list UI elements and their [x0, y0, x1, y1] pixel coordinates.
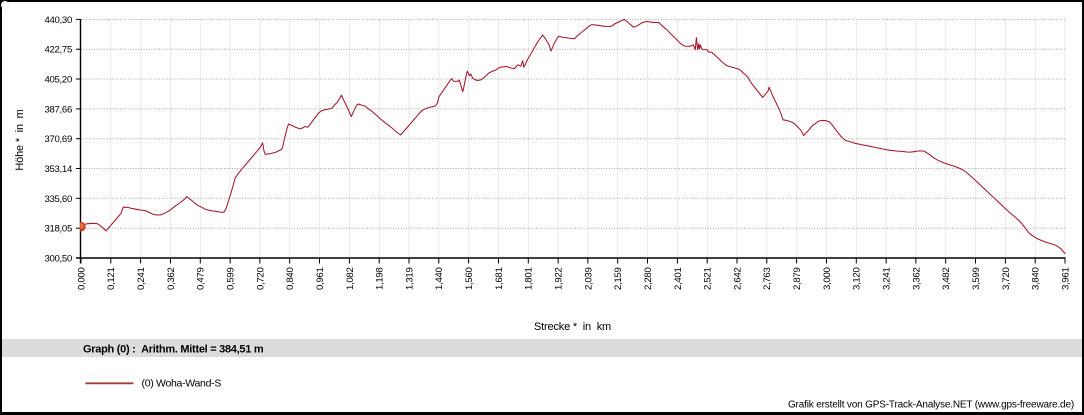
svg-text:3,362: 3,362	[911, 267, 922, 290]
svg-text:0,000: 0,000	[76, 267, 87, 290]
svg-text:(0) Woha-Wand-S: (0) Woha-Wand-S	[142, 377, 222, 389]
svg-text:318,05: 318,05	[44, 224, 72, 235]
svg-text:3,241: 3,241	[882, 267, 893, 290]
svg-text:370,69: 370,69	[44, 134, 72, 145]
svg-text:0,599: 0,599	[226, 267, 237, 290]
svg-text:0,479: 0,479	[196, 267, 207, 290]
svg-text:1,801: 1,801	[524, 267, 535, 290]
svg-text:Strecke * in km: Strecke * in km	[534, 321, 611, 333]
svg-text:1,082: 1,082	[345, 267, 356, 290]
svg-text:2,763: 2,763	[762, 267, 773, 290]
svg-text:1,198: 1,198	[375, 267, 386, 290]
svg-text:1,922: 1,922	[554, 267, 565, 290]
svg-text:1,319: 1,319	[404, 267, 415, 290]
svg-text:1,440: 1,440	[434, 267, 445, 290]
svg-text:3,961: 3,961	[1060, 267, 1071, 290]
svg-text:0,720: 0,720	[255, 267, 266, 290]
svg-text:440,30: 440,30	[44, 15, 72, 26]
svg-text:2,521: 2,521	[703, 267, 714, 290]
svg-text:3,482: 3,482	[941, 267, 952, 290]
svg-text:300,50: 300,50	[44, 254, 72, 265]
svg-text:1,681: 1,681	[494, 267, 505, 290]
svg-text:422,75: 422,75	[44, 45, 72, 56]
svg-text:2,280: 2,280	[643, 267, 654, 290]
svg-text:387,66: 387,66	[44, 104, 72, 115]
svg-text:3,840: 3,840	[1031, 267, 1042, 290]
svg-text:3,599: 3,599	[971, 267, 982, 290]
svg-text:2,879: 2,879	[792, 267, 803, 290]
svg-text:Graph (0) : Arithm. Mittel =: Graph (0) : Arithm. Mittel = 384,51 m	[83, 343, 264, 355]
svg-text:2,159: 2,159	[613, 267, 624, 290]
svg-text:Höhe * in m: Höhe * in m	[14, 109, 26, 170]
svg-text:2,401: 2,401	[673, 267, 684, 290]
svg-text:0,362: 0,362	[166, 267, 177, 290]
svg-text:3,120: 3,120	[852, 267, 863, 290]
svg-text:405,20: 405,20	[44, 75, 72, 86]
svg-text:2,642: 2,642	[732, 267, 743, 290]
svg-text:0,241: 0,241	[136, 267, 147, 290]
svg-text:335,60: 335,60	[44, 194, 72, 205]
svg-text:3,720: 3,720	[1001, 267, 1012, 290]
svg-text:3,000: 3,000	[822, 267, 833, 290]
svg-text:Grafik erstellt von GPS-Track-: Grafik erstellt von GPS-Track-Analyse.NE…	[788, 399, 1074, 410]
svg-text:0,840: 0,840	[285, 267, 296, 290]
svg-text:1,560: 1,560	[464, 267, 475, 290]
svg-text:0,961: 0,961	[315, 267, 326, 290]
svg-text:0,121: 0,121	[106, 267, 117, 290]
svg-text:2,039: 2,039	[583, 267, 594, 290]
svg-text:353,14: 353,14	[44, 164, 73, 175]
